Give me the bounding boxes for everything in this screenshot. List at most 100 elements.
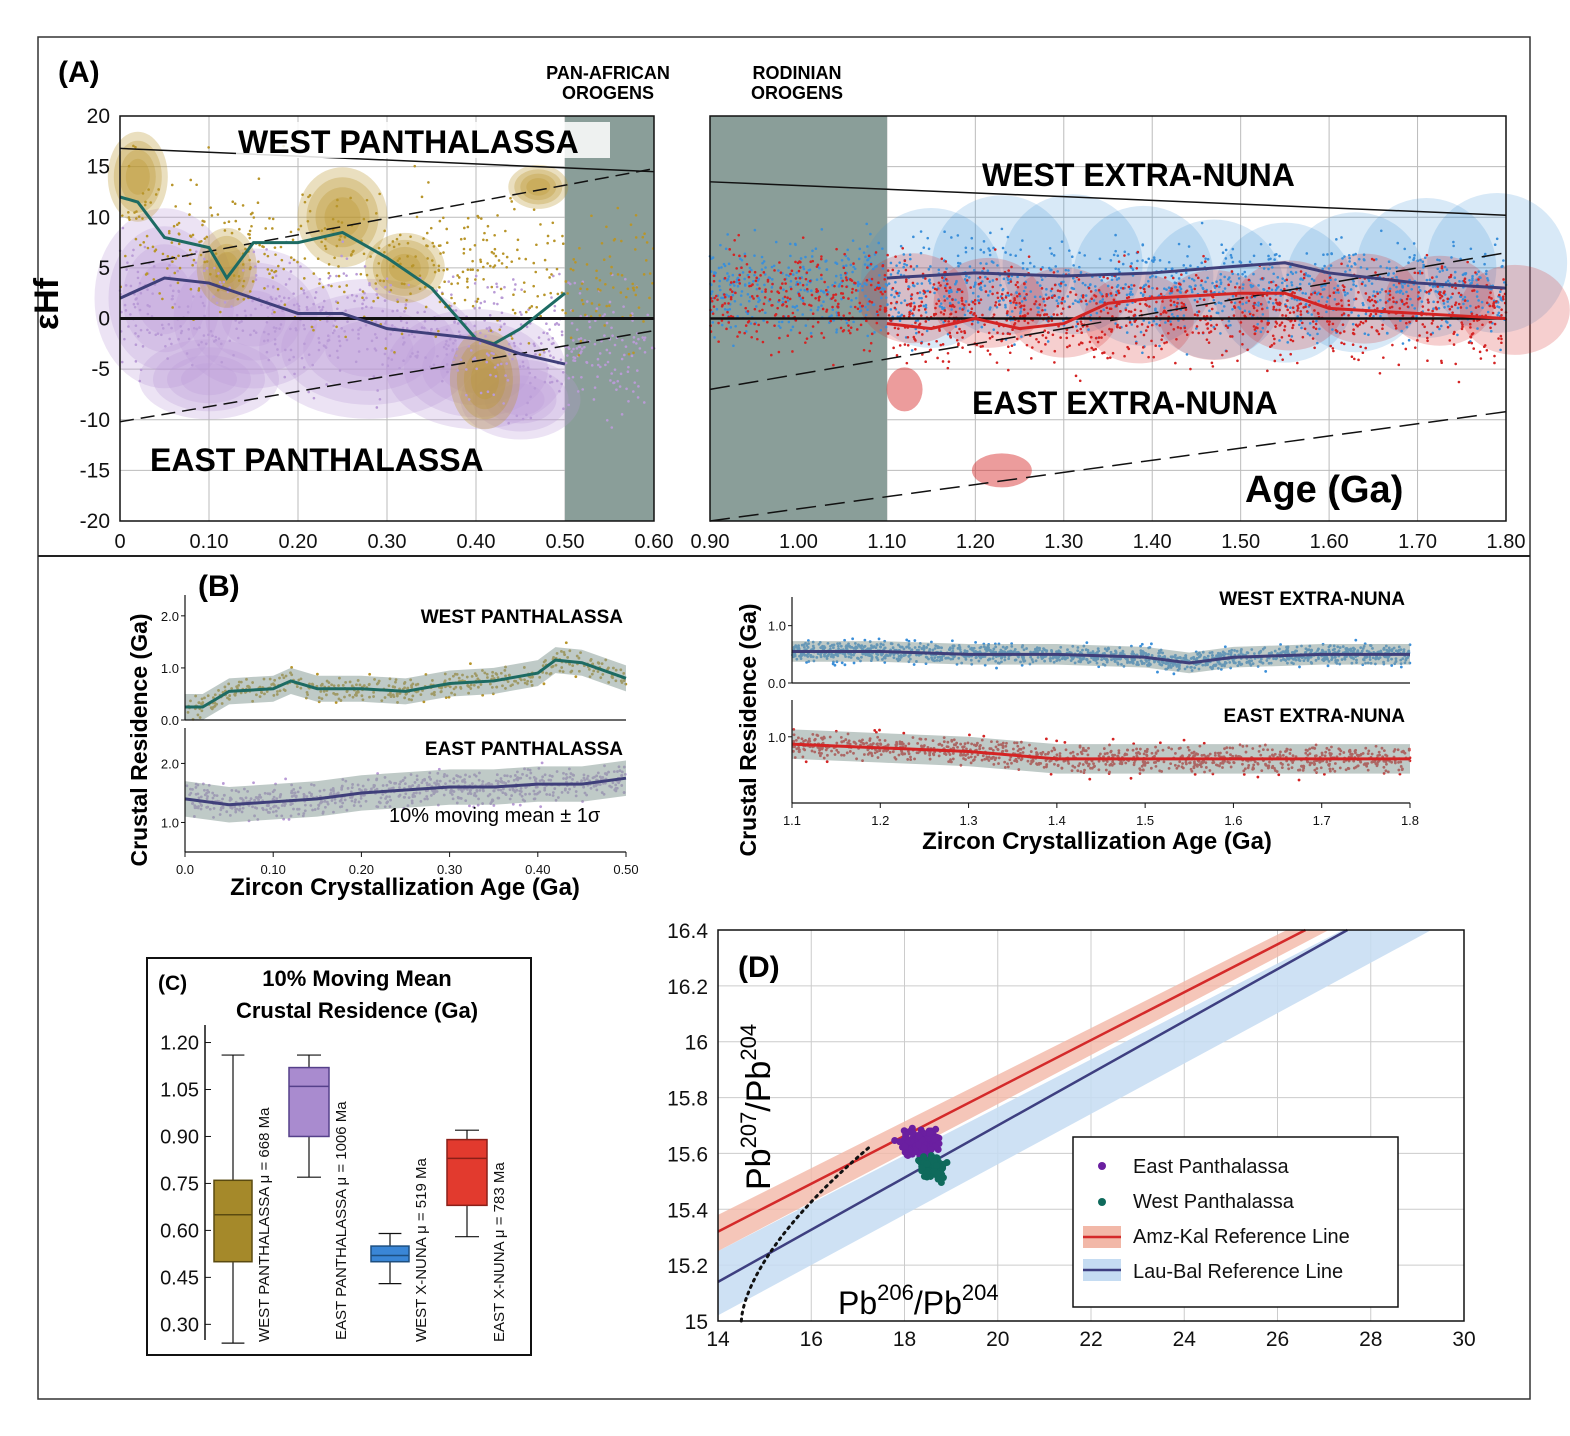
east-panthalassa-point [317,305,321,309]
west-nuna-point [988,249,992,252]
west-panthalassa-point [489,329,493,332]
east-nuna-point [887,313,891,317]
west-panthalassa-point [437,244,441,248]
east-panthalassa-point [612,310,615,314]
east-panthalassa-point [350,293,354,297]
east-panthalassa-point [519,323,523,326]
west-nuna-point [866,302,870,306]
east-nuna-point [1370,298,1374,302]
east-nuna-cloud [1459,264,1570,355]
east-panthalassa-point [557,323,561,326]
east-panthalassa-point [186,305,190,308]
west-nuna-point [789,328,793,332]
east-nuna-point [1491,311,1495,315]
east-panthalassa-point [262,339,266,343]
west-panthalassa-point [303,200,307,204]
west-panthalassa-point [616,206,620,210]
west-nuna-point [1046,340,1050,343]
east-nuna-point [1474,306,1478,309]
west-nuna-point [1020,300,1024,303]
west-nuna-point [1130,283,1133,287]
west-panthalassa-point [443,280,446,284]
east-nuna-point [1313,309,1316,312]
west-nuna-point [801,299,805,303]
west-panthalassa-point [124,254,127,258]
east-nuna-point [884,309,888,312]
east-nuna-point [1250,295,1254,299]
west-nuna-point [1267,254,1270,258]
west-panthalassa-point [403,282,406,286]
west-nuna-point [1396,241,1400,245]
west-nuna-point [764,266,767,269]
west-panthalassa-point [273,246,277,249]
east-nuna-point [820,273,823,277]
east-nuna-point [816,263,820,267]
east-nuna-point [1194,273,1198,277]
x-tick-label: 0 [114,531,125,553]
east-panthalassa-point [213,266,216,270]
east-nuna-point [1313,291,1317,295]
west-panthalassa-point [273,270,276,274]
east-panthalassa-point [570,321,574,325]
west-nuna-point [793,242,797,246]
west-nuna-point [1392,272,1395,275]
east-nuna-point [1127,310,1131,313]
east-nuna-point [1490,297,1493,300]
west-nuna-point [987,294,990,297]
west-nuna-point [1019,312,1022,315]
west-panthalassa-point [336,198,339,202]
west-nuna-point [1001,246,1005,250]
east-nuna-point [1040,350,1043,353]
west-panthalassa-point [632,286,635,290]
west-nuna-point [1279,294,1283,297]
west-nuna-point [1388,267,1392,270]
west-nuna-point [1033,295,1037,299]
west-panthalassa-point [161,252,165,256]
east-nuna-point [1030,357,1033,360]
east-panthalassa-point [344,309,347,312]
west-panthalassa-point [145,234,149,238]
east-nuna-point [891,268,895,272]
east-nuna-point [1006,332,1010,335]
east-nuna-point [920,300,924,304]
east-cloud [460,359,581,440]
west-nuna-point [1352,283,1355,286]
y-tick-label: -15 [80,459,110,482]
west-nuna-point [1245,301,1248,304]
west-nuna-point [786,299,790,302]
west-panthalassa-point [438,286,441,289]
east-panthalassa-point [357,328,360,332]
east-nuna-point [954,310,958,314]
east-panthalassa-point [167,323,171,326]
west-panthalassa-point [250,224,253,228]
east-panthalassa-point [338,344,342,348]
west-panthalassa-point [466,216,470,220]
east-nuna-point [758,287,761,290]
east-nuna-point [1193,313,1197,317]
west-panthalassa-point [300,287,303,290]
east-nuna-point [943,286,947,290]
west-panthalassa-point [336,301,340,305]
east-nuna-point [1205,338,1209,341]
west-nuna-point [835,330,838,334]
west-nuna-point [1425,278,1429,282]
east-nuna-point [842,296,845,299]
east-nuna-point [908,312,911,316]
east-nuna-point [949,336,953,339]
east-nuna-point [1301,321,1304,325]
east-panthalassa-point [616,379,620,383]
east-nuna-point [1478,350,1482,354]
east-nuna-point [1438,296,1442,300]
east-nuna-point [1060,312,1063,315]
west-nuna-point [1450,256,1453,259]
east-panthalassa-point [170,326,173,330]
west-nuna-point [832,319,835,322]
reference-line [709,410,1507,522]
east-nuna-point [1016,285,1020,289]
east-nuna-point [1420,271,1424,275]
east-nuna-point [1224,324,1228,327]
east-panthalassa-point [613,368,617,371]
west-panthalassa-point [620,239,623,243]
west-nuna-point [720,296,723,300]
east-nuna-point [914,347,917,351]
